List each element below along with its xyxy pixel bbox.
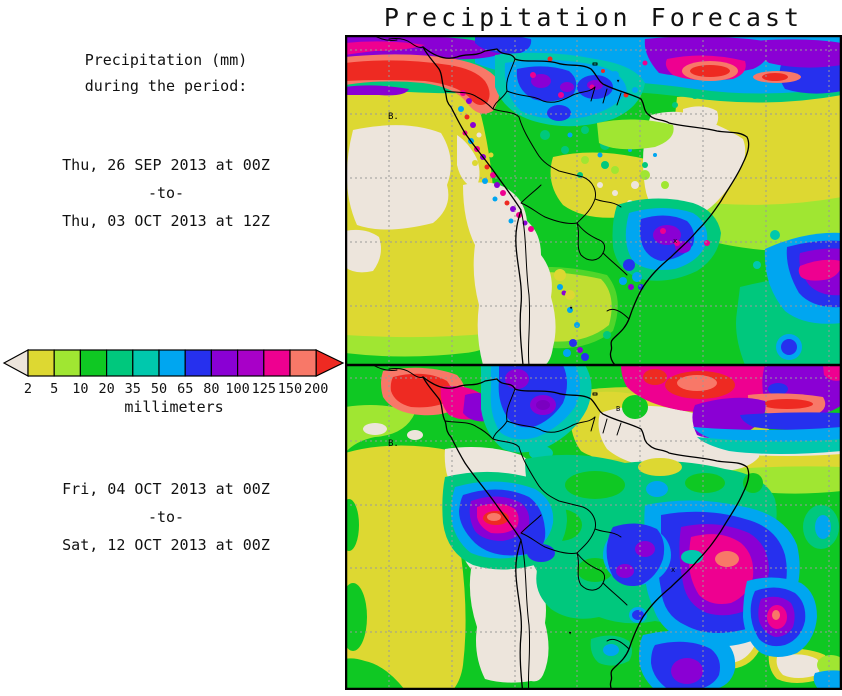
forecast-map-svg: B. ▾ x ▾ [345,35,842,690]
svg-text:▾: ▾ [568,629,572,637]
period-2: Fri, 04 OCT 2013 at 00Z -to- Sat, 12 OCT… [0,475,332,559]
svg-text:x: x [671,566,675,574]
svg-text:▾: ▾ [616,77,620,85]
svg-text:80: 80 [203,381,219,397]
svg-text:150: 150 [278,381,302,397]
sidebar: Precipitation (mm) during the period: Th… [0,0,345,696]
svg-text:▾: ▾ [569,304,573,312]
period-1-end: Thu, 03 OCT 2013 at 12Z [62,212,270,230]
period-2-separator: -to- [147,508,185,526]
color-scale: 2 5 10 20 35 50 65 80 100 125 150 200 millimeters [2,347,346,416]
svg-text:2: 2 [24,381,32,397]
svg-text:65: 65 [177,381,193,397]
period-1-separator: -to- [147,184,185,202]
svg-text:10: 10 [72,381,88,397]
svg-text:B: B [616,405,620,413]
svg-text:50: 50 [151,381,167,397]
period-1-start: Thu, 26 SEP 2013 at 00Z [62,156,270,174]
legend-heading: Precipitation (mm) during the period: [0,47,332,99]
forecast-map: B. ▾ x ▾ [345,35,842,690]
map-panel-top: B. ▾ x ▾ [345,35,842,365]
legend-heading-line1: Precipitation (mm) [84,51,248,69]
period-1: Thu, 26 SEP 2013 at 00Z -to- Thu, 03 OCT… [0,151,332,235]
period-2-start: Fri, 04 OCT 2013 at 00Z [62,480,270,498]
page-title: Precipitation Forecast [383,3,804,32]
color-scale-svg: 2 5 10 20 35 50 65 80 100 125 150 200 [2,348,345,397]
svg-text:35: 35 [125,381,141,397]
svg-text:100: 100 [225,381,249,397]
svg-text:200: 200 [304,381,328,397]
svg-text:x: x [673,237,677,245]
legend-heading-line2: during the period: [84,77,248,95]
station-marker-b-top: B. [388,112,399,122]
period-2-end: Sat, 12 OCT 2013 at 00Z [62,536,270,554]
map-panel-bottom: B. B x ▾ [345,365,842,690]
svg-text:5: 5 [50,381,58,397]
map-frame [345,35,842,690]
station-marker-b-bottom: B. [388,439,399,449]
svg-text:125: 125 [252,381,276,397]
svg-text:20: 20 [98,381,114,397]
legend-unit-label: millimeters [124,398,224,416]
